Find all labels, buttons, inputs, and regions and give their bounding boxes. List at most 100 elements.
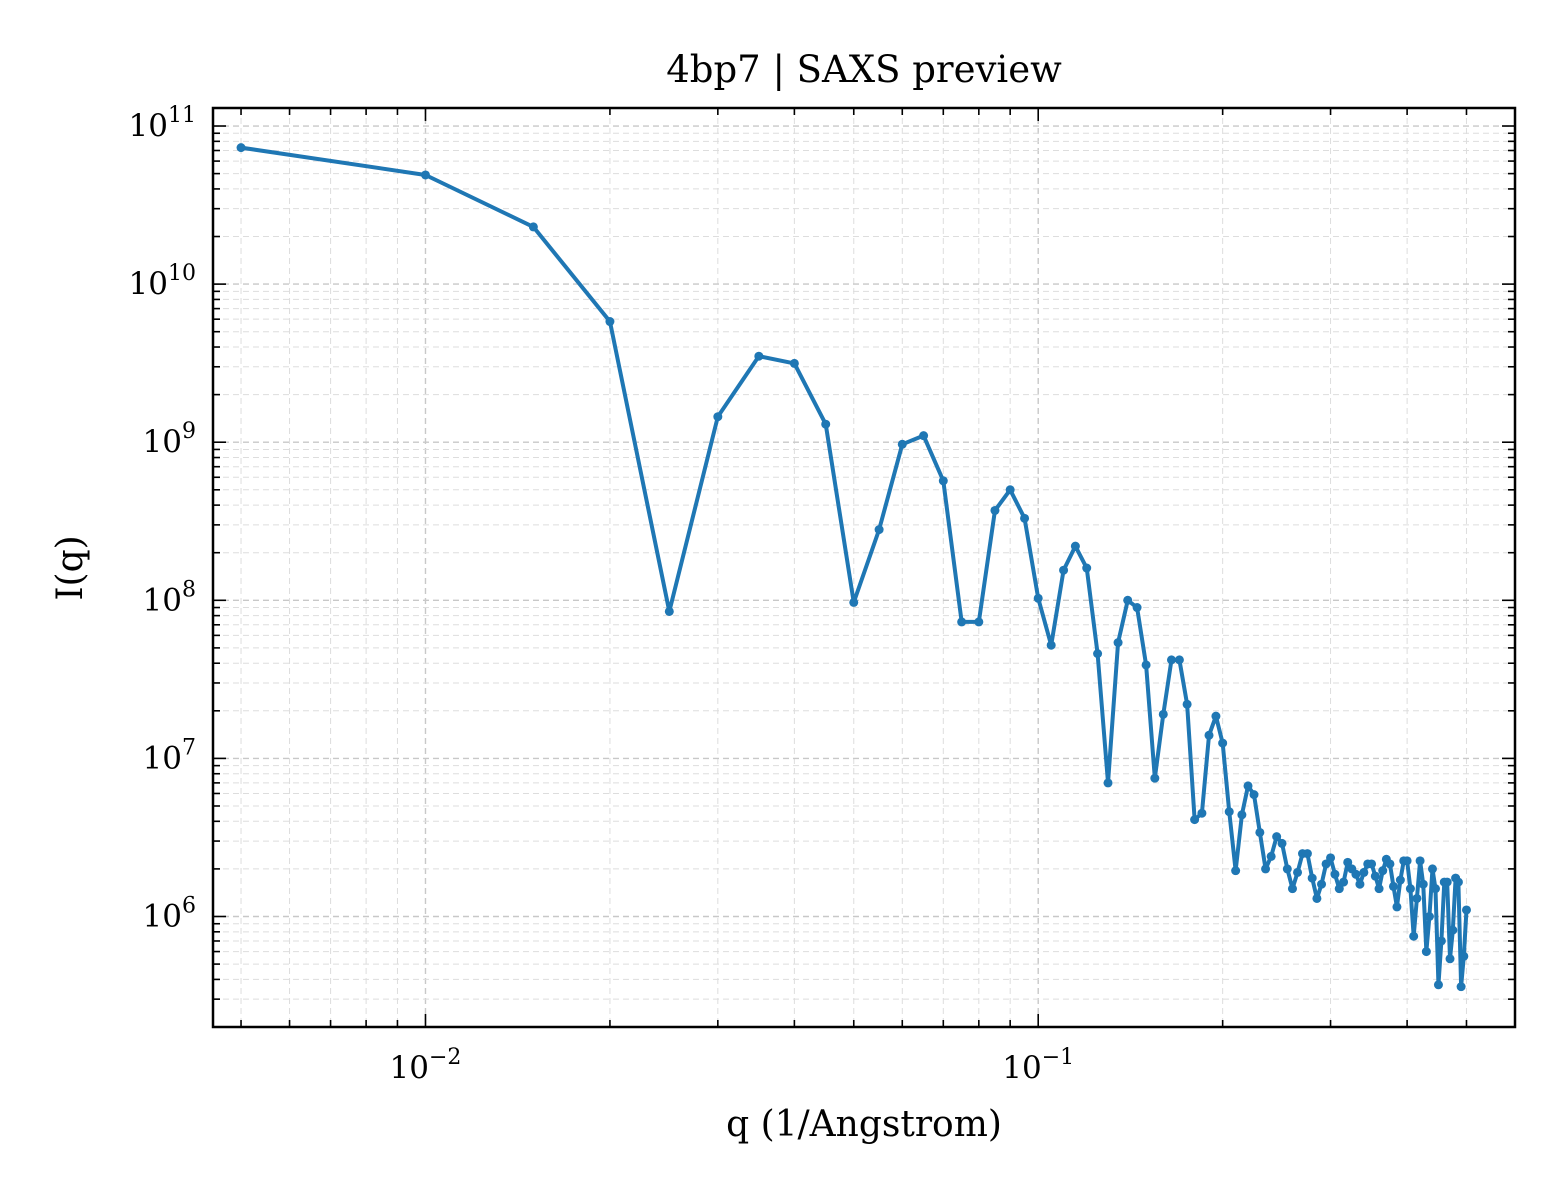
data-point: [1237, 810, 1247, 820]
data-point: [1459, 951, 1469, 961]
data-point: [1293, 867, 1303, 877]
data-point: [1351, 869, 1361, 879]
data-point: [1231, 866, 1241, 876]
data-point: [1249, 790, 1259, 800]
data-point: [713, 412, 723, 422]
data-point: [1424, 912, 1434, 921]
data-point: [957, 617, 967, 627]
data-point: [1395, 875, 1405, 885]
data-point: [1343, 857, 1353, 867]
data-point: [1197, 808, 1207, 818]
data-point: [1150, 773, 1160, 783]
data-point: [1433, 980, 1443, 990]
data-point: [849, 597, 859, 607]
data-point: [874, 525, 884, 535]
series-layer: [236, 143, 1471, 992]
data-point: [236, 143, 246, 153]
data-point: [1307, 873, 1317, 883]
data-point: [1421, 947, 1431, 957]
data-point: [605, 317, 615, 327]
data-point: [1409, 931, 1419, 941]
data-point: [1093, 649, 1103, 659]
data-point: [1174, 655, 1184, 665]
data-point: [1405, 884, 1415, 894]
data-point: [1166, 655, 1176, 665]
data-point: [1266, 851, 1276, 861]
data-point: [1277, 838, 1287, 848]
data-point: [1430, 884, 1440, 894]
data-point: [1261, 864, 1271, 874]
data-point: [1326, 853, 1336, 863]
data-point: [974, 617, 984, 627]
data-point: [1442, 877, 1452, 887]
data-point: [754, 351, 764, 361]
data-point: [1272, 832, 1282, 842]
data-point: [1359, 867, 1369, 877]
data-point: [1158, 709, 1168, 719]
data-point: [1046, 640, 1056, 650]
data-point: [1367, 859, 1377, 869]
data-point: [1445, 954, 1455, 964]
data-point: [1453, 877, 1463, 887]
data-point: [1461, 905, 1471, 915]
data-point: [938, 476, 948, 486]
data-point: [1339, 877, 1349, 887]
data-point: [1059, 565, 1069, 575]
data-point: [789, 358, 799, 368]
x-axis-label: q (1/Angstrom): [726, 1104, 1002, 1145]
data-point: [990, 505, 1000, 515]
plot-frame: [211, 106, 1517, 1029]
data-point: [1302, 849, 1312, 859]
data-point: [1427, 864, 1437, 874]
data-point: [1370, 871, 1380, 881]
data-point: [1334, 884, 1344, 894]
data-point: [1218, 738, 1228, 748]
data-point: [1312, 893, 1322, 903]
x-tick-label: 10−2: [390, 1045, 462, 1086]
y-tick-label: 108: [143, 577, 196, 618]
data-point: [1330, 869, 1340, 879]
data-point: [1418, 879, 1428, 889]
y-tick-label: 109: [143, 419, 196, 460]
data-point: [1415, 856, 1425, 866]
data-point: [1082, 563, 1092, 573]
data-point: [897, 439, 907, 449]
data-point: [1103, 778, 1113, 788]
data-point: [1402, 856, 1412, 866]
data-point: [1392, 902, 1402, 912]
y-axis-label: I(q): [50, 535, 91, 600]
data-point: [420, 170, 430, 180]
data-point: [1132, 603, 1142, 613]
data-point: [1190, 815, 1200, 825]
data-point: [1317, 879, 1327, 889]
y-tick-label: 1010: [129, 261, 196, 302]
x-tick-label: 10−1: [1002, 1045, 1074, 1086]
data-point: [1388, 881, 1398, 891]
data-point: [1005, 485, 1015, 495]
y-tick-label: 106: [143, 893, 196, 934]
data-point: [528, 222, 538, 232]
y-tick-label: 107: [143, 735, 196, 776]
tick-label-layer: 10−2 10−1 106 107 108 109 1010 1011: [129, 103, 1075, 1086]
data-point: [1243, 781, 1253, 791]
data-point: [1182, 699, 1192, 709]
data-point: [1456, 982, 1466, 992]
data-point: [1224, 807, 1234, 817]
data-point: [1355, 879, 1365, 889]
data-point: [664, 606, 674, 616]
grid-layer: [213, 108, 1515, 1028]
data-point: [1412, 893, 1422, 903]
data-point: [1255, 827, 1265, 837]
data-point: [821, 419, 831, 429]
series-line: [239, 145, 1469, 989]
data-point: [1020, 513, 1030, 523]
data-point: [1282, 864, 1292, 874]
data-point: [1211, 711, 1221, 721]
data-point: [1113, 638, 1123, 648]
data-point: [1141, 660, 1151, 670]
y-tick-label: 1011: [129, 103, 196, 144]
data-point: [1385, 859, 1395, 869]
data-point: [1204, 730, 1214, 740]
data-point: [1436, 936, 1446, 946]
